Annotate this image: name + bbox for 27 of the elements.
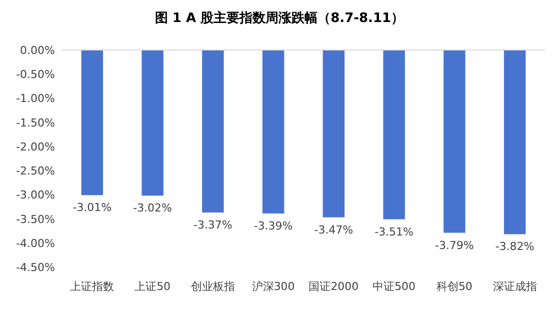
y-tick-label: -2.50% xyxy=(16,164,55,178)
y-tick-label: -1.00% xyxy=(16,92,55,106)
data-label: -3.02% xyxy=(133,202,172,215)
x-tick-label: 创业板指 xyxy=(190,280,235,293)
data-label: -3.79% xyxy=(434,238,474,252)
data-label: -3.82% xyxy=(495,240,534,254)
data-label: -3.51% xyxy=(374,225,414,238)
y-tick-label: -1.50% xyxy=(16,116,55,130)
x-tick-label: 深证成指 xyxy=(492,280,537,293)
x-tick-label: 中证500 xyxy=(372,280,416,293)
y-tick-label: -0.50% xyxy=(16,68,55,82)
data-label: -3.37% xyxy=(193,218,232,232)
x-tick-label: 沪深300 xyxy=(252,280,295,293)
x-tick-label: 科创50 xyxy=(436,280,472,293)
y-tick-label: 0.00% xyxy=(20,44,55,57)
y-tick-label: -3.00% xyxy=(16,188,55,202)
data-label: -3.01% xyxy=(72,201,112,214)
x-tick-label: 国证2000 xyxy=(308,280,359,293)
x-tick-label: 上证50 xyxy=(134,280,171,293)
y-tick-label: -2.00% xyxy=(16,140,55,154)
y-tick-label: -4.00% xyxy=(16,236,55,250)
data-label: -3.39% xyxy=(254,219,293,232)
chart-title: 图 1 A 股主要指数周涨跌幅（8.7-8.11） xyxy=(154,10,404,26)
y-tick-label: -4.50% xyxy=(16,261,55,274)
y-tick-label: -3.50% xyxy=(16,212,55,226)
data-label: -3.47% xyxy=(314,223,354,236)
x-tick-label: 上证指数 xyxy=(70,280,114,293)
